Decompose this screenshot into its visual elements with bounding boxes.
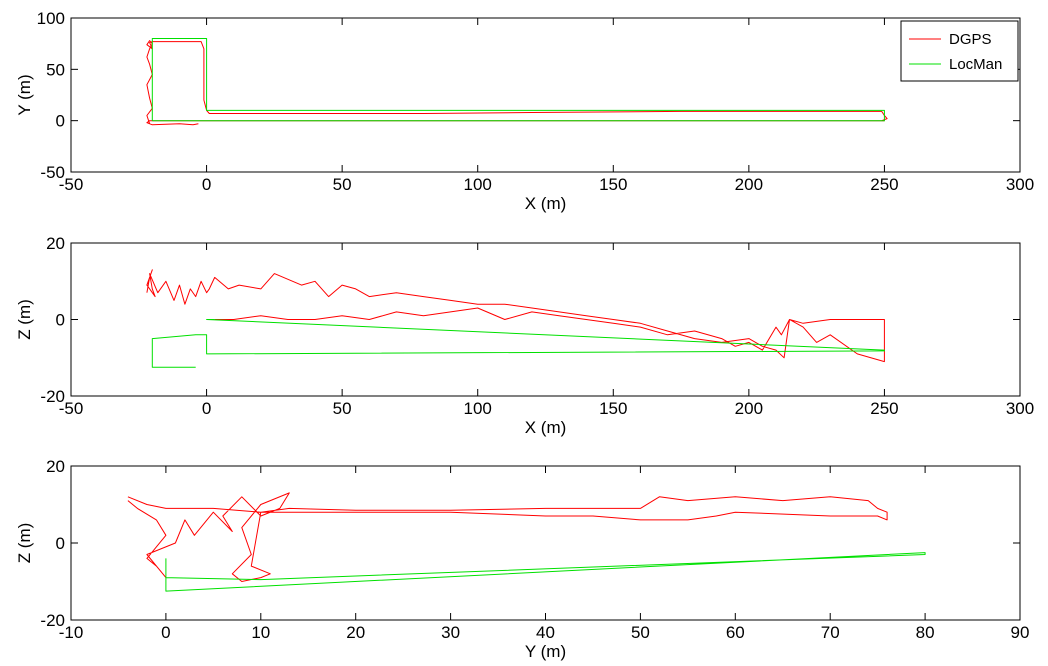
x-tick-label: 50 — [631, 623, 650, 642]
series-line-locman — [151, 38, 885, 122]
x-tick-label: 300 — [1006, 399, 1034, 418]
y-tick-label: 20 — [46, 234, 65, 253]
y-tick-label: 0 — [56, 311, 65, 330]
legend: DGPS LocMan — [900, 20, 1019, 82]
plot-area — [70, 465, 1021, 621]
y-tick-label: -20 — [40, 387, 65, 406]
x-tick-label: 100 — [464, 175, 492, 194]
x-tick-label: 50 — [333, 175, 352, 194]
x-tick-label: 80 — [916, 623, 935, 642]
x-tick-label: 90 — [1011, 623, 1030, 642]
y-axis-label: Z (m) — [15, 523, 34, 564]
x-tick-label: 150 — [599, 399, 627, 418]
subplot-1: -50 0 50 100 150 200 250 300 -50 0 50 100 X (m) Y (m)… — [15, 9, 1034, 213]
subplot-3: -10 0 10 20 30 40 50 60 70 80 90 -20 0 20 Y (m) Z (m) — [15, 457, 1029, 661]
x-tick-label: 300 — [1006, 175, 1034, 194]
x-tick-label: 10 — [251, 623, 270, 642]
x-tick-label: 40 — [536, 623, 555, 642]
x-tick-label: 0 — [202, 399, 211, 418]
y-tick-label: 20 — [46, 457, 65, 476]
x-tick-label: 200 — [735, 399, 763, 418]
x-tick-label: 0 — [161, 623, 170, 642]
x-tick-label: -10 — [59, 623, 84, 642]
y-tick-label: 50 — [46, 60, 65, 79]
legend-box — [900, 20, 1019, 82]
subplot-2: -50 0 50 100 150 200 250 300 -20 0 20 X (m) Z (m) — [15, 234, 1034, 437]
series-line-dgps — [146, 269, 885, 363]
y-tick-label: -50 — [40, 163, 65, 182]
legend-label-dgps: DGPS — [949, 31, 992, 48]
x-tick-label: 100 — [464, 399, 492, 418]
x-tick-label: 250 — [870, 399, 898, 418]
x-tick-label: 50 — [333, 399, 352, 418]
y-tick-label: -20 — [40, 611, 65, 630]
series-line-dgps — [127, 492, 888, 582]
x-axis-label: Y (m) — [525, 642, 566, 661]
x-tick-label: 60 — [726, 623, 745, 642]
y-axis-label: Z (m) — [15, 299, 34, 340]
x-tick-label: 0 — [202, 175, 211, 194]
x-tick-label: 250 — [870, 175, 898, 194]
y-tick-label: 0 — [56, 534, 65, 553]
series-line-locman — [165, 552, 926, 592]
x-axis-label: X (m) — [525, 418, 567, 437]
plot-area — [70, 17, 1021, 173]
x-tick-label: 20 — [346, 623, 365, 642]
y-tick-label: 0 — [56, 112, 65, 131]
x-tick-label: -50 — [59, 175, 84, 194]
x-tick-label: 150 — [599, 175, 627, 194]
x-axis-label: X (m) — [525, 194, 567, 213]
x-tick-label: -50 — [59, 399, 84, 418]
x-tick-label: 70 — [821, 623, 840, 642]
y-axis-label: Y (m) — [15, 74, 34, 115]
y-tick-label: 100 — [37, 9, 65, 28]
legend-label-locman: LocMan — [949, 56, 1002, 73]
x-tick-label: 30 — [441, 623, 460, 642]
series-line-locman — [151, 319, 885, 368]
x-tick-label: 200 — [735, 175, 763, 194]
